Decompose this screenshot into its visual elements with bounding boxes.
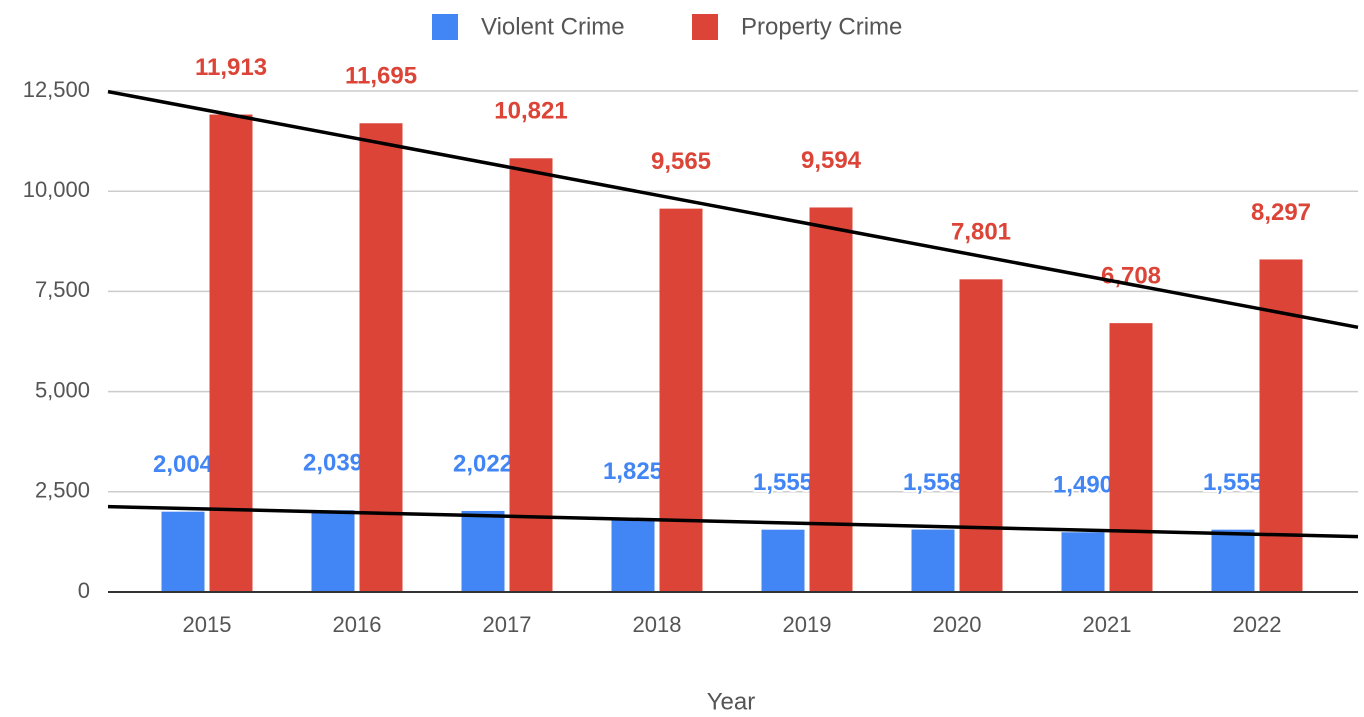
bar — [311, 510, 355, 592]
bar — [359, 123, 403, 592]
bar — [611, 518, 655, 592]
y-tick-label: 7,500 — [35, 277, 90, 302]
bar — [161, 511, 205, 592]
x-tick-label: 2019 — [783, 612, 832, 637]
value-label: 1,825 — [603, 458, 663, 485]
value-label: 1,555 — [1203, 469, 1263, 496]
legend-label: Violent Crime — [481, 13, 625, 40]
y-tick-label: 5,000 — [35, 377, 90, 402]
value-label: 2,039 — [303, 450, 363, 477]
bar — [911, 529, 955, 592]
x-tick-label: 2018 — [633, 612, 682, 637]
bar — [1211, 529, 1255, 592]
x-tick-label: 2020 — [933, 612, 982, 637]
bar — [461, 510, 505, 592]
value-label: 10,821 — [494, 98, 567, 125]
bar — [659, 208, 703, 592]
value-label: 8,297 — [1251, 199, 1311, 226]
bar — [1109, 323, 1153, 592]
bar — [959, 279, 1003, 592]
bar — [761, 529, 805, 592]
bar — [509, 158, 553, 593]
value-label: 2,004 — [153, 451, 214, 478]
value-label: 9,565 — [651, 148, 711, 175]
value-label: 11,913 — [195, 54, 267, 81]
bar — [1061, 532, 1105, 592]
value-label: 7,801 — [951, 219, 1011, 246]
x-tick-label: 2022 — [1233, 612, 1282, 637]
x-tick-label: 2015 — [183, 612, 232, 637]
y-tick-label: 0 — [78, 578, 90, 603]
value-label: 6,708 — [1101, 262, 1161, 289]
legend-swatch — [692, 14, 718, 40]
value-label: 1,558 — [903, 469, 963, 496]
y-tick-label: 10,000 — [23, 177, 90, 202]
value-label: 11,695 — [345, 63, 417, 90]
bar — [809, 207, 853, 592]
value-label: 1,490 — [1053, 472, 1113, 499]
trend-line — [107, 504, 1359, 539]
value-label: 1,555 — [753, 469, 813, 496]
legend-label: Property Crime — [741, 13, 902, 40]
x-tick-label: 2016 — [333, 612, 382, 637]
y-tick-label: 2,500 — [35, 478, 90, 503]
value-label: 2,022 — [453, 450, 513, 477]
bar — [209, 114, 253, 592]
legend-swatch — [432, 14, 458, 40]
x-tick-label: 2021 — [1083, 612, 1132, 637]
value-label: 9,594 — [801, 147, 862, 174]
trend-line — [107, 89, 1359, 330]
y-tick-label: 12,500 — [23, 77, 90, 102]
x-axis-title: Year — [707, 688, 756, 715]
x-tick-label: 2017 — [483, 612, 532, 637]
